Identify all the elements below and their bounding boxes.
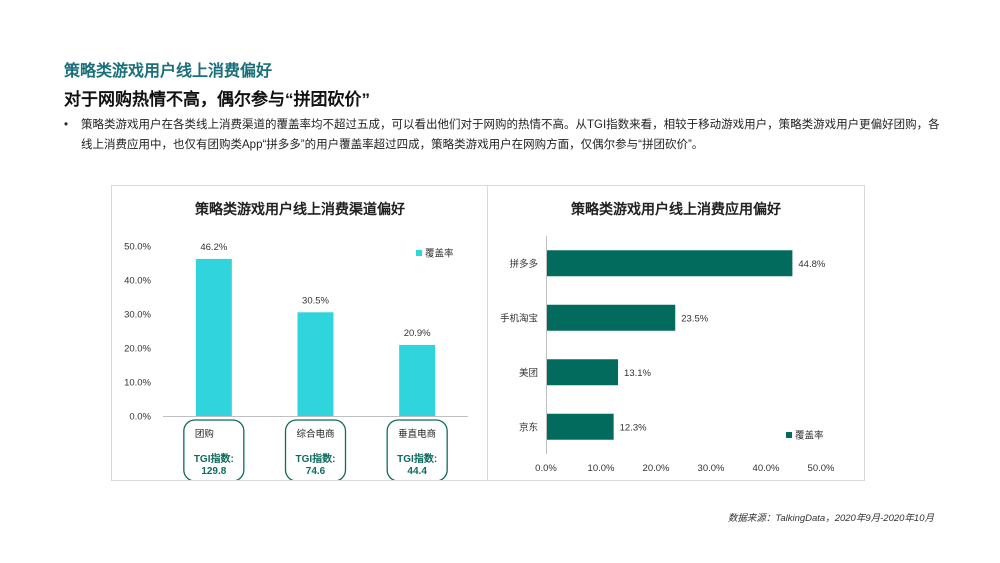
data-label: 23.5% bbox=[681, 313, 708, 324]
category-label: 京东 bbox=[519, 421, 538, 433]
legend-swatch bbox=[786, 432, 792, 438]
y-tick-label: 50.0% bbox=[124, 242, 151, 253]
tgi-box bbox=[183, 419, 245, 480]
x-tick-label: 10.0% bbox=[588, 463, 615, 474]
y-tick-label: 30.0% bbox=[124, 310, 151, 321]
tgi-box bbox=[386, 419, 448, 480]
data-label: 12.3% bbox=[620, 422, 647, 433]
category-label: 垂直电商 bbox=[398, 428, 436, 440]
chart-title: 策略类游戏用户线上消费渠道偏好 bbox=[194, 201, 405, 217]
chart-frame bbox=[111, 185, 865, 481]
tgi-value: 44.4 bbox=[407, 466, 427, 477]
tgi-label: TGI指数: bbox=[397, 452, 437, 465]
x-tick-label: 50.0% bbox=[808, 463, 835, 474]
y-tick-label: 40.0% bbox=[124, 276, 151, 287]
legend-label: 覆盖率 bbox=[795, 430, 824, 442]
bullet-dot: • bbox=[64, 119, 69, 131]
tgi-value: 74.6 bbox=[306, 466, 326, 477]
tgi-box bbox=[284, 419, 347, 480]
category-label: 美团 bbox=[519, 367, 538, 379]
bar bbox=[297, 312, 334, 416]
x-tick-label: 40.0% bbox=[753, 463, 780, 474]
y-tick-label: 10.0% bbox=[124, 378, 151, 389]
y-tick-label: 20.0% bbox=[124, 344, 151, 355]
category-label: 综合电商 bbox=[297, 428, 335, 440]
legend-swatch bbox=[416, 250, 422, 256]
category-label: 手机淘宝 bbox=[500, 312, 538, 324]
data-label: 46.2% bbox=[200, 242, 227, 253]
bullet-paragraph: • 策略类游戏用户在各类线上消费渠道的覆盖率均不超过五成，可以看出他们对于网购的… bbox=[64, 115, 944, 155]
data-source-note: 数据来源：TalkingData，2020年9月-2020年10月 bbox=[727, 513, 934, 524]
headline: 对于网购热情不高，偶尔参与“拼团砍价” bbox=[64, 90, 370, 109]
data-label: 13.1% bbox=[624, 368, 651, 379]
tgi-label: TGI指数: bbox=[296, 452, 336, 465]
data-label: 44.8% bbox=[798, 259, 825, 270]
section-title: 策略类游戏用户线上消费偏好 bbox=[64, 63, 273, 80]
bar bbox=[547, 304, 676, 331]
bullet-text: 策略类游戏用户在各类线上消费渠道的覆盖率均不超过五成，可以看出他们对于网购的热情… bbox=[81, 119, 940, 151]
data-label: 20.9% bbox=[404, 328, 431, 339]
x-tick-label: 0.0% bbox=[535, 463, 557, 474]
chart-title: 策略类游戏用户线上消费应用偏好 bbox=[570, 201, 781, 217]
category-label: 团购 bbox=[195, 428, 214, 440]
bar bbox=[399, 344, 436, 416]
x-tick-label: 20.0% bbox=[643, 463, 670, 474]
y-tick-label: 0.0% bbox=[129, 412, 151, 423]
app-preference-chart: 策略类游戏用户线上消费应用偏好 0.0% 10.0% 20.0% 30.0% 40.0% 5… bbox=[500, 201, 835, 474]
chart-divider bbox=[487, 186, 488, 480]
data-label: 30.5% bbox=[302, 295, 329, 306]
legend-label: 覆盖率 bbox=[425, 248, 454, 260]
bar bbox=[547, 413, 614, 440]
x-tick-label: 30.0% bbox=[698, 463, 725, 474]
bar bbox=[547, 250, 793, 277]
tgi-value: 129.8 bbox=[201, 466, 226, 477]
tgi-label: TGI指数: bbox=[194, 452, 234, 465]
bar bbox=[547, 359, 619, 386]
category-label: 拼多多 bbox=[509, 258, 538, 270]
bar bbox=[195, 258, 232, 416]
channel-preference-chart: 策略类游戏用户线上消费渠道偏好 0.0% 10.0% 20.0% 30.0% 40.0% 5… bbox=[124, 201, 468, 480]
